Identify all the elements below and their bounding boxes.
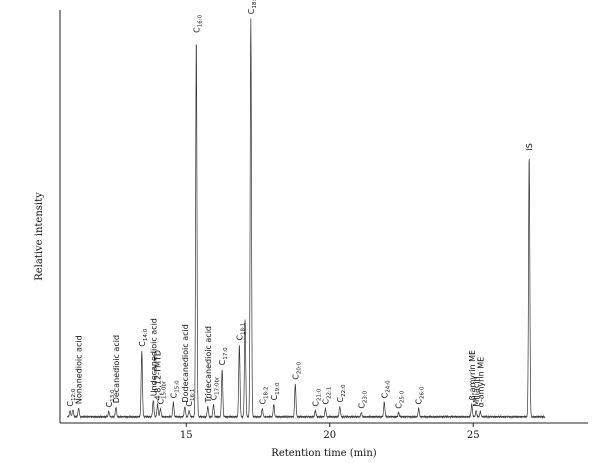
peak-label: C20:0 (291, 361, 302, 379)
peak-label: Undecanedioic acid (149, 318, 158, 396)
y-axis-title: Relative intensity (34, 192, 45, 281)
peak-label: C23:0 (357, 390, 368, 408)
peak-label: C14:0 (138, 328, 149, 346)
peak-label: C15:0br (156, 380, 167, 404)
x-tick-label: 20 (323, 430, 336, 441)
axes (59, 10, 588, 424)
peak-label: C18:1 (235, 323, 246, 341)
x-tick-label: 25 (467, 430, 480, 441)
peak-label: C26:0 (415, 386, 426, 404)
x-tick-label: 15 (180, 430, 193, 441)
peak-label: C18:0 (247, 0, 258, 14)
peak-label: C16:1 (185, 389, 196, 407)
peak-label: β-amyrin ME (468, 350, 477, 401)
peak-label: C19:0 (270, 382, 281, 400)
peak-label: Miliacin (472, 376, 481, 406)
peak-label: C17:0br (210, 376, 221, 400)
peak-label: C21:0 (311, 388, 322, 406)
peak-label: Dodecanedioic acid (181, 324, 190, 402)
peak-label: C24:0 (380, 380, 391, 398)
peak-label: 4,8,12-TMTD (154, 350, 163, 400)
peak-label: C15:0 (169, 380, 180, 398)
peak-label: C12:0 (66, 388, 77, 406)
peak-label: α-amyrin ME (476, 357, 485, 408)
peak-label: C17:0 (218, 347, 229, 365)
x-ticks: 15 20 25 (180, 423, 480, 441)
peak-label: Decanedioic acid (112, 335, 121, 403)
x-axis-title: Retention time (min) (271, 448, 376, 459)
peak-label: IS (525, 143, 534, 150)
peak-label: C22:1 (321, 387, 332, 405)
peak-label: C13:0 (105, 389, 116, 407)
peak-label: Tridecanedioic acid (204, 326, 213, 403)
peak-label: C16:0 (192, 14, 203, 32)
peak-label: C25:0 (395, 390, 406, 408)
peak-label: C22:0 (336, 384, 347, 402)
peak-label: Nonanedioic acid (75, 335, 84, 404)
chromatogram-trace (67, 18, 546, 420)
peak-label: C18:2 (258, 387, 269, 405)
